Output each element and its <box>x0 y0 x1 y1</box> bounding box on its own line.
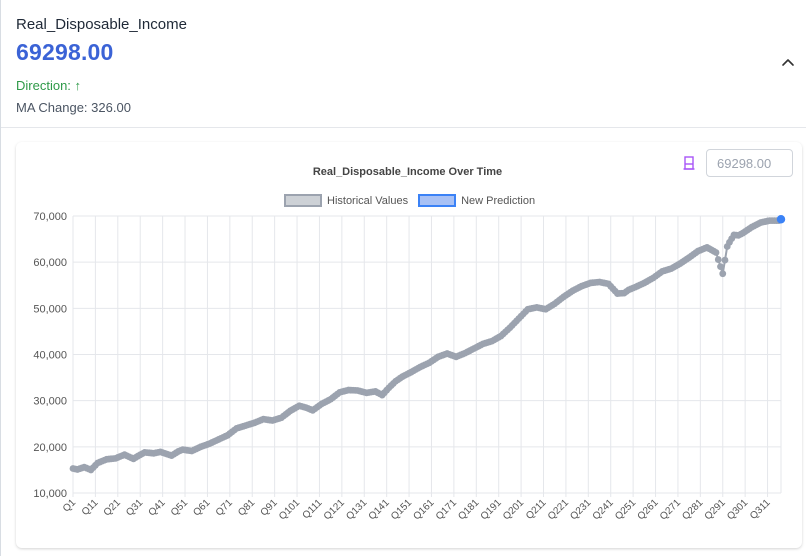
y-tick-label: 60,000 <box>33 257 67 269</box>
x-tick-label: Q71 <box>214 497 235 518</box>
legend-item-prediction[interactable]: New Prediction <box>418 194 535 207</box>
x-tick-label: Q201 <box>501 497 526 522</box>
x-tick-label: Q161 <box>412 497 437 522</box>
divider <box>1 127 806 128</box>
x-tick-label: Q291 <box>703 497 728 522</box>
historical-point <box>712 249 720 256</box>
x-tick-label: Q311 <box>748 497 773 522</box>
x-tick-label: Q191 <box>479 497 504 522</box>
y-tick-label: 20,000 <box>33 442 67 454</box>
x-tick-label: Q61 <box>191 497 212 518</box>
metric-value: 69298.00 <box>16 39 114 65</box>
x-tick-label: Q171 <box>434 497 459 522</box>
legend-swatch-prediction <box>418 194 457 207</box>
x-tick-label: Q241 <box>591 497 616 522</box>
y-tick-label: 30,000 <box>33 396 67 408</box>
x-tick-label: Q271 <box>658 497 683 522</box>
prediction-point <box>776 215 786 224</box>
chart-legend: Historical Values New Prediction <box>284 194 535 207</box>
x-tick-label: Q151 <box>389 497 414 522</box>
historical-point <box>719 270 727 278</box>
metric-name: Real_Disposable_Income <box>16 16 187 33</box>
y-tick-label: 40,000 <box>33 350 67 362</box>
y-tick-label: 50,000 <box>33 303 67 315</box>
ma-change: MA Change: 326.00 <box>16 100 131 115</box>
chart-panel: Real_Disposable_Income Over Time Histori… <box>16 142 802 548</box>
collapse-button[interactable] <box>778 52 798 72</box>
y-tick-label: 70,000 <box>33 211 67 223</box>
bookmark-edit-icon[interactable] <box>682 155 696 171</box>
x-tick-label: Q211 <box>524 497 549 522</box>
historical-line <box>72 219 779 472</box>
legend-label-historical: Historical Values <box>327 194 409 207</box>
x-tick-label: Q251 <box>613 497 638 522</box>
x-tick-label: Q21 <box>102 497 123 518</box>
x-tick-label: Q181 <box>456 497 481 522</box>
prediction-value-input[interactable] <box>706 149 793 177</box>
direction-indicator: Direction: ↑ <box>16 78 82 93</box>
historical-point <box>721 256 729 264</box>
line-chart: 10,000 20,000 30,000 40,000 50,000 60,000 70,0… <box>33 211 786 522</box>
x-tick-label: Q31 <box>124 497 145 518</box>
y-tick-label: 10,000 <box>33 488 67 500</box>
x-tick-label: Q231 <box>568 497 593 522</box>
historical-point <box>714 256 722 263</box>
historical-point <box>717 263 724 271</box>
x-tick-label: Q141 <box>367 497 392 522</box>
x-tick-label: Q261 <box>636 497 661 522</box>
x-tick-label: Q281 <box>680 497 705 522</box>
x-tick-label: Q301 <box>725 497 750 522</box>
x-tick-label: Q131 <box>344 497 369 522</box>
x-tick-label: Q101 <box>277 497 302 522</box>
legend-swatch-historical <box>284 194 322 207</box>
x-tick-label: Q41 <box>147 497 168 518</box>
x-tick-label: Q51 <box>169 497 190 518</box>
metric-summary: Real_Disposable_Income 69298.00 Directio… <box>16 16 187 115</box>
chart-title: Real_Disposable_Income Over Time <box>312 166 503 178</box>
legend-item-historical[interactable]: Historical Values <box>284 194 408 207</box>
x-tick-label: Q111 <box>301 497 325 521</box>
legend-label-prediction: New Prediction <box>461 194 536 207</box>
chevron-up-icon <box>782 59 794 66</box>
x-tick-label: Q121 <box>322 497 347 522</box>
x-tick-label: Q221 <box>546 497 571 522</box>
x-tick-label: Q81 <box>236 497 257 518</box>
x-tick-label: Q11 <box>80 497 101 518</box>
